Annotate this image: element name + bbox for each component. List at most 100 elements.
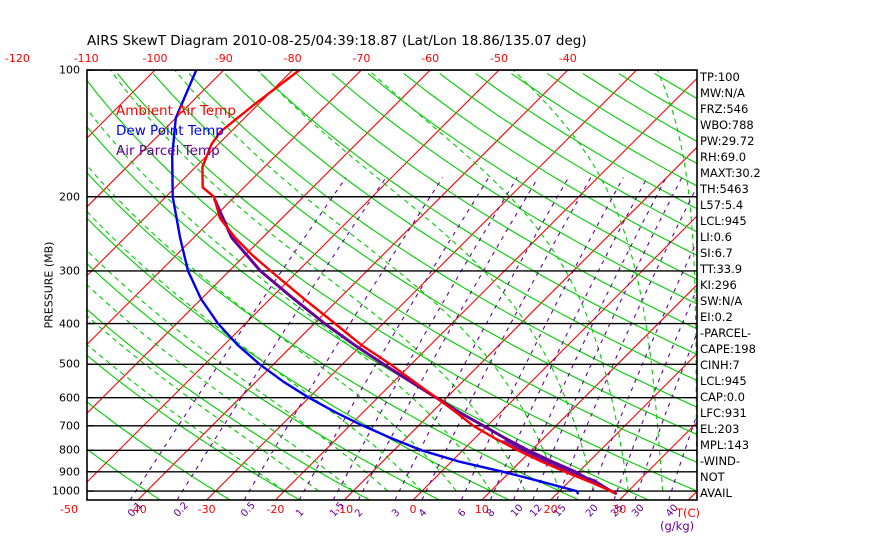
mixing-ratio-line: [489, 177, 648, 500]
plot-lines: [0, 70, 870, 500]
mixing-ratio-line: [556, 185, 697, 500]
panel-row-8: L57:5.4: [700, 198, 744, 212]
saturated-adiabat: [87, 249, 388, 492]
dry-adiabat: [87, 308, 370, 500]
pressure-tick-3: 400: [59, 317, 80, 330]
isotherm: [275, 77, 697, 500]
mixing-ratio-line: [613, 287, 697, 500]
dry-adiabat: [87, 448, 161, 500]
dry-adiabat: [87, 262, 440, 500]
panel-row-19: LCL:945: [700, 374, 747, 388]
isotherm: [206, 70, 637, 500]
top-temp-tick-0: -120: [4, 52, 30, 65]
mixing-ratio-line: [176, 177, 387, 500]
panel-row-1: MW:N/A: [700, 86, 745, 100]
top-temp-tick-8: -40: [558, 52, 577, 65]
dry-adiabat: [87, 354, 301, 500]
bottom-temp-tick-6: 10: [474, 503, 489, 516]
panel-row-20: CAP:0.0: [700, 390, 745, 404]
sounding-indices-panel: TP:100 MW:N/A FRZ:546 WBO:788 PW:29.72 RH:69.…: [700, 69, 761, 501]
top-temp-tick-3: -90: [214, 52, 233, 65]
top-temp-tick-5: -70: [352, 52, 371, 65]
bottom-temp-tick-1: -40: [128, 503, 147, 516]
dry-adiabat: [403, 73, 697, 257]
legend: Ambient Air Temp Dew Point Temp Air Parcel…: [116, 101, 236, 161]
bottom-temp-tick-7: 20: [543, 503, 558, 516]
isotherm: [137, 70, 569, 500]
isotherm: [757, 70, 870, 500]
panel-row-17: CAPE:198: [700, 342, 756, 356]
mixing-ratio-line: [298, 177, 490, 500]
bottom-temp-tick-0: -50: [60, 503, 78, 516]
top-temp-tick-6: -60: [421, 52, 440, 65]
saturated-adiabat: [87, 164, 457, 492]
pressure-tick-8: 900: [59, 465, 80, 479]
dry-adiabat: [87, 217, 510, 500]
panel-row-26: AVAIL: [700, 486, 732, 500]
mixing-ratio-line: [588, 239, 697, 500]
panel-row-24: -WIND-: [700, 454, 741, 468]
dry-adiabat: [260, 73, 697, 356]
plot-frame: [86, 69, 698, 501]
bottom-temp-tick-5: 0: [409, 503, 417, 516]
mixing-ratio-line: [332, 177, 518, 500]
legend-item-0: Ambient Air Temp: [116, 103, 236, 119]
pressure-axis-label: PRESSURE (MB): [42, 241, 56, 329]
isotherm: [0, 70, 17, 500]
isotherm: [481, 284, 697, 500]
panel-row-2: FRZ:546: [700, 102, 749, 116]
legend-item-2: Air Parcel Temp: [116, 143, 220, 159]
mixing-ratio-line: [634, 331, 697, 500]
mixing-ratio-line: [668, 412, 697, 500]
top-temp-tick-2: -100: [142, 52, 168, 65]
ambient-air-temp-curve: [201, 70, 617, 495]
panel-row-3: WBO:788: [700, 118, 754, 132]
dew-point-temp-curve: [171, 70, 579, 495]
temperature-axis-label: T(C): [676, 506, 701, 520]
panel-row-16: -PARCEL-: [700, 326, 752, 340]
panel-row-11: SI:6.7: [700, 246, 733, 260]
isotherm: [87, 70, 225, 208]
panel-row-15: EI:0.2: [700, 310, 733, 324]
mixing-ratio-line: [129, 177, 347, 500]
saturated-adiabat: [368, 70, 629, 492]
mixing-ratio-line: [532, 177, 683, 500]
bottom-temp-tick-4: -10: [335, 503, 354, 516]
top-temp-tick-4: -80: [283, 52, 302, 65]
bottom-temp-tick-2: -30: [197, 503, 216, 516]
dry-adiabat: [116, 73, 697, 463]
pressure-tick-5: 600: [59, 391, 80, 405]
saturated-adiabat: [87, 284, 354, 492]
dry-adiabat: [367, 73, 697, 281]
legend-item-1: Dew Point Temp: [116, 123, 224, 139]
saturated-adiabat: [257, 70, 595, 492]
pressure-tick-6: 700: [59, 419, 80, 433]
panel-row-0: TP:100: [700, 70, 740, 84]
dry-adiabat: [475, 73, 697, 210]
dry-adiabat: [224, 73, 697, 382]
dry-adiabat: [439, 73, 697, 233]
pressure-tick-0: 100: [59, 63, 80, 77]
pressure-tick-9: 1000: [52, 484, 80, 498]
dry-adiabat: [188, 73, 697, 408]
mixing-ratio-line: [512, 177, 667, 500]
dry-adiabat: [296, 73, 697, 330]
pressure-tick-1: 200: [59, 190, 80, 204]
panel-row-9: LCL:945: [700, 214, 747, 228]
mixing-ratio-line: [460, 177, 624, 500]
saturated-adiabat: [87, 108, 492, 492]
panel-row-7: TH:5463: [700, 182, 749, 196]
air-parcel-temp-curve: [213, 198, 618, 495]
top-temp-tick-7: -50: [490, 52, 508, 65]
panel-row-21: LFC:931: [700, 406, 747, 420]
panel-row-22: EL:203: [700, 422, 740, 436]
panel-row-4: PW:29.72: [700, 134, 755, 148]
isotherm: [826, 70, 870, 500]
panel-row-18: CINH:7: [700, 358, 740, 372]
bottom-temp-tick-8: 30: [612, 503, 627, 516]
pressure-tick-7: 800: [59, 443, 80, 457]
panel-row-23: MPL:143: [700, 438, 750, 452]
dry-adiabat: [87, 79, 697, 492]
panel-row-12: TT:33.9: [700, 262, 743, 276]
